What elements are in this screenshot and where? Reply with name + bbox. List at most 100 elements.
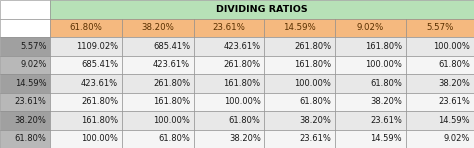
Bar — [122, 130, 194, 148]
Text: 161.80%: 161.80% — [294, 60, 331, 69]
Bar — [122, 18, 194, 37]
Bar — [50, 18, 122, 37]
Text: 5.57%: 5.57% — [426, 23, 454, 32]
Text: 5.57%: 5.57% — [20, 42, 46, 51]
Text: 161.80%: 161.80% — [365, 42, 402, 51]
Bar — [50, 130, 122, 148]
Text: 23.61%: 23.61% — [213, 23, 246, 32]
Bar — [50, 37, 122, 56]
Text: 1109.02%: 1109.02% — [76, 42, 118, 51]
Text: 61.80%: 61.80% — [370, 79, 402, 88]
Bar — [0, 111, 50, 130]
Text: 61.80%: 61.80% — [15, 134, 46, 143]
Text: 61.80%: 61.80% — [438, 60, 470, 69]
Bar — [0, 0, 50, 18]
Bar — [194, 111, 264, 130]
Bar — [50, 0, 474, 18]
Text: DIVIDING RATIOS: DIVIDING RATIOS — [216, 5, 308, 14]
Text: 38.20%: 38.20% — [229, 134, 261, 143]
Bar — [406, 18, 474, 37]
Bar — [122, 37, 194, 56]
Text: 38.20%: 38.20% — [15, 116, 46, 125]
Bar — [335, 92, 406, 111]
Bar — [264, 56, 335, 74]
Text: 261.80%: 261.80% — [294, 42, 331, 51]
Bar — [50, 111, 122, 130]
Bar — [122, 74, 194, 92]
Bar — [264, 37, 335, 56]
Text: 100.00%: 100.00% — [224, 97, 261, 106]
Text: 14.59%: 14.59% — [438, 116, 470, 125]
Text: 100.00%: 100.00% — [365, 60, 402, 69]
Text: 38.20%: 38.20% — [141, 23, 174, 32]
Text: 23.61%: 23.61% — [438, 97, 470, 106]
Bar — [335, 37, 406, 56]
Text: 161.80%: 161.80% — [224, 79, 261, 88]
Text: 9.02%: 9.02% — [444, 134, 470, 143]
Text: 61.80%: 61.80% — [229, 116, 261, 125]
Text: 9.02%: 9.02% — [20, 60, 46, 69]
Bar — [335, 130, 406, 148]
Bar — [406, 130, 474, 148]
Text: 14.59%: 14.59% — [370, 134, 402, 143]
Text: 261.80%: 261.80% — [81, 97, 118, 106]
Text: 61.80%: 61.80% — [300, 97, 331, 106]
Text: 685.41%: 685.41% — [81, 60, 118, 69]
Bar — [264, 92, 335, 111]
Bar — [50, 74, 122, 92]
Bar — [194, 130, 264, 148]
Bar — [122, 111, 194, 130]
Text: 9.02%: 9.02% — [357, 23, 384, 32]
Bar — [50, 56, 122, 74]
Bar — [264, 130, 335, 148]
Text: 161.80%: 161.80% — [153, 97, 190, 106]
Bar — [122, 56, 194, 74]
Bar — [194, 92, 264, 111]
Text: 685.41%: 685.41% — [153, 42, 190, 51]
Bar — [406, 92, 474, 111]
Text: 423.61%: 423.61% — [81, 79, 118, 88]
Bar — [194, 37, 264, 56]
Bar — [264, 74, 335, 92]
Text: 61.80%: 61.80% — [158, 134, 190, 143]
Text: 161.80%: 161.80% — [81, 116, 118, 125]
Bar — [406, 74, 474, 92]
Bar — [194, 74, 264, 92]
Text: 38.20%: 38.20% — [300, 116, 331, 125]
Bar — [0, 37, 50, 56]
Text: 423.61%: 423.61% — [224, 42, 261, 51]
Text: 23.61%: 23.61% — [15, 97, 46, 106]
Bar — [0, 92, 50, 111]
Bar — [264, 18, 335, 37]
Bar — [406, 111, 474, 130]
Text: 14.59%: 14.59% — [283, 23, 316, 32]
Bar — [194, 18, 264, 37]
Text: 14.59%: 14.59% — [15, 79, 46, 88]
Text: 423.61%: 423.61% — [153, 60, 190, 69]
Bar — [0, 56, 50, 74]
Bar — [406, 37, 474, 56]
Text: 23.61%: 23.61% — [300, 134, 331, 143]
Text: 23.61%: 23.61% — [370, 116, 402, 125]
Bar — [335, 18, 406, 37]
Text: 261.80%: 261.80% — [224, 60, 261, 69]
Bar — [406, 56, 474, 74]
Bar — [264, 111, 335, 130]
Bar — [0, 74, 50, 92]
Bar — [335, 111, 406, 130]
Text: 100.00%: 100.00% — [153, 116, 190, 125]
Bar — [122, 92, 194, 111]
Bar — [0, 18, 50, 37]
Bar — [194, 56, 264, 74]
Bar — [50, 92, 122, 111]
Text: 100.00%: 100.00% — [81, 134, 118, 143]
Text: 261.80%: 261.80% — [153, 79, 190, 88]
Bar — [335, 74, 406, 92]
Text: 38.20%: 38.20% — [438, 79, 470, 88]
Text: 100.00%: 100.00% — [294, 79, 331, 88]
Bar — [0, 130, 50, 148]
Text: 61.80%: 61.80% — [69, 23, 102, 32]
Text: 100.00%: 100.00% — [433, 42, 470, 51]
Bar — [335, 56, 406, 74]
Text: 38.20%: 38.20% — [370, 97, 402, 106]
